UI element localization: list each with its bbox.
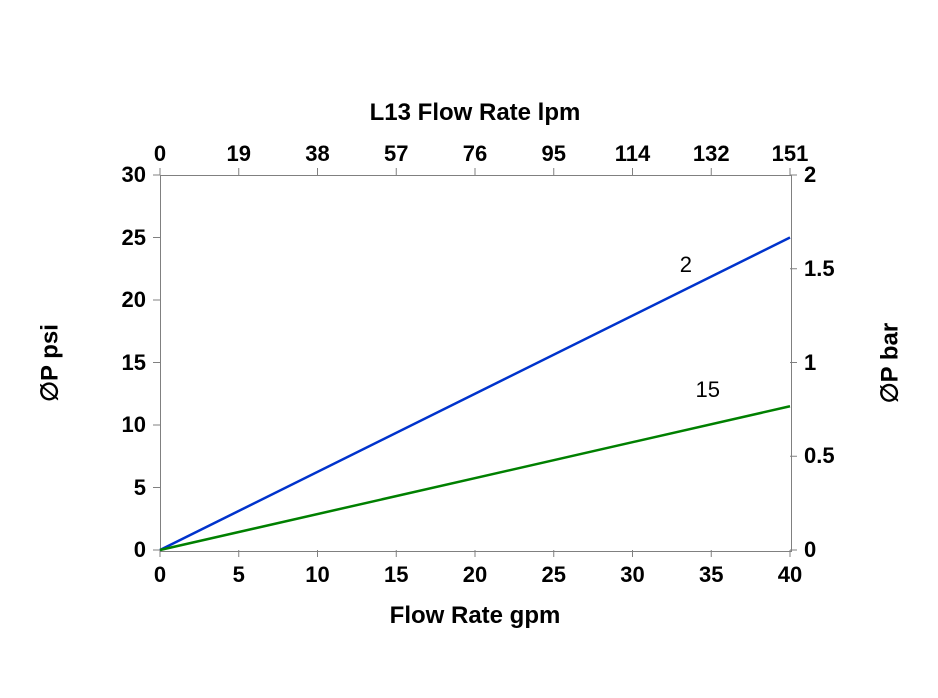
x-bottom-tick: 30	[620, 562, 644, 588]
y-left-tick: 30	[122, 162, 146, 188]
x-top-tick: 0	[154, 141, 166, 167]
x-top-tick: 19	[227, 141, 251, 167]
series-label: 2	[680, 252, 692, 278]
left-axis-title: ∅P psi	[36, 303, 65, 423]
x-bottom-tick: 40	[778, 562, 802, 588]
x-bottom-tick: 25	[542, 562, 566, 588]
bottom-axis-title: Flow Rate gpm	[390, 602, 561, 630]
y-right-tick: 2	[804, 162, 816, 188]
x-top-tick: 38	[305, 141, 329, 167]
x-top-tick: 132	[693, 141, 730, 167]
y-left-tick: 5	[134, 475, 146, 501]
x-bottom-tick: 0	[154, 562, 166, 588]
y-left-tick: 0	[134, 537, 146, 563]
x-bottom-tick: 5	[233, 562, 245, 588]
series-label: 15	[696, 377, 720, 403]
y-left-tick: 20	[122, 287, 146, 313]
x-top-tick: 151	[772, 141, 809, 167]
x-top-tick: 95	[542, 141, 566, 167]
y-left-tick: 10	[122, 412, 146, 438]
x-bottom-tick: 20	[463, 562, 487, 588]
x-bottom-tick: 10	[305, 562, 329, 588]
x-top-tick: 114	[615, 141, 651, 167]
x-top-tick: 57	[384, 141, 408, 167]
y-right-tick: 0	[804, 537, 816, 563]
x-bottom-tick: 15	[384, 562, 408, 588]
y-right-tick: 0.5	[804, 443, 835, 469]
y-right-tick: 1	[804, 350, 816, 376]
right-axis-title: ∅P bar	[876, 303, 905, 423]
x-bottom-tick: 35	[699, 562, 723, 588]
y-right-tick: 1.5	[804, 256, 835, 282]
y-left-tick: 25	[122, 225, 146, 251]
chart-container: L13 Flow Rate lpm Flow Rate gpm ∅P psi ∅…	[0, 0, 938, 698]
top-axis-title: L13 Flow Rate lpm	[370, 99, 581, 127]
x-top-tick: 76	[463, 141, 487, 167]
y-left-tick: 15	[122, 350, 146, 376]
